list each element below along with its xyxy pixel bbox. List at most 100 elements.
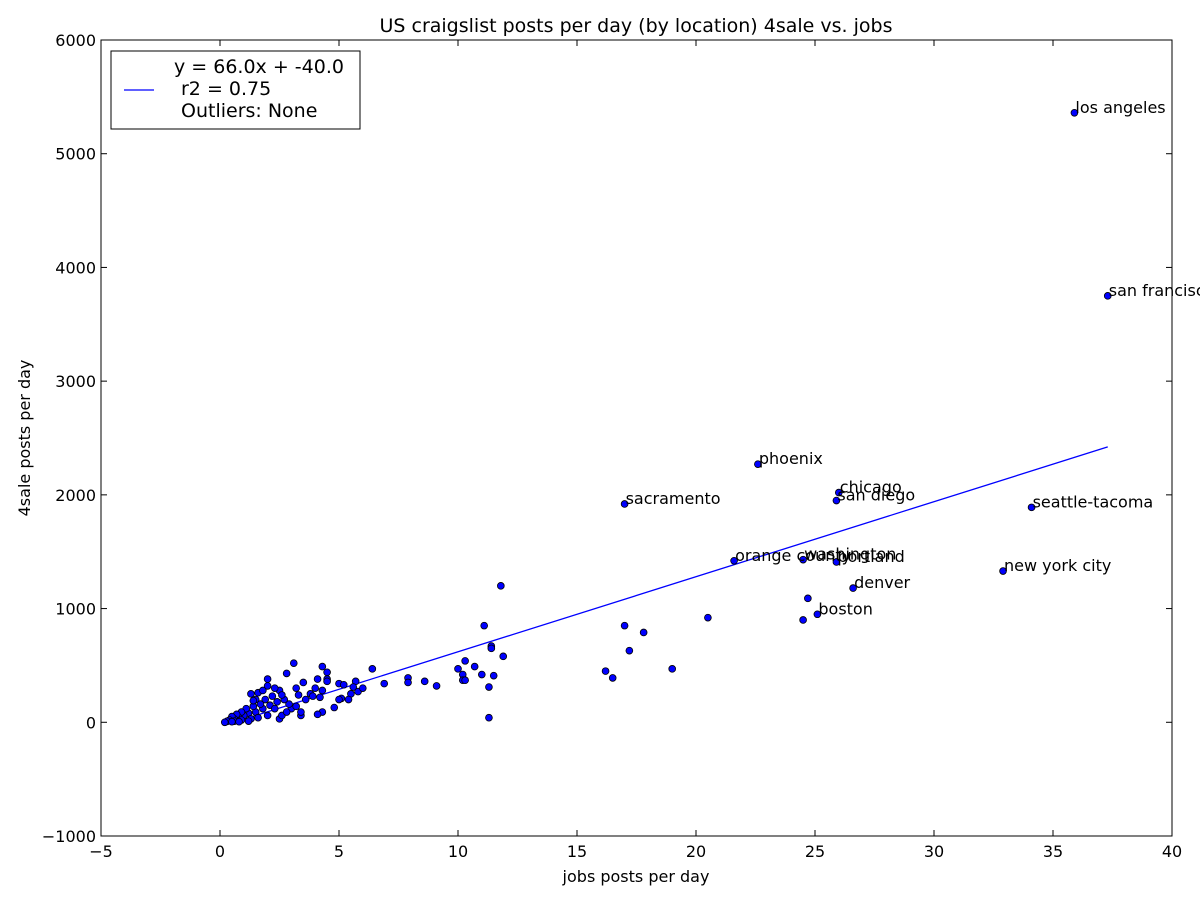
- x-tick-label: 35: [1043, 842, 1063, 861]
- data-point: [261, 695, 270, 704]
- data-point: [620, 621, 629, 630]
- data-point: [323, 677, 331, 686]
- point-label: washington: [804, 545, 896, 564]
- data-point: [299, 678, 308, 687]
- x-tick-label: 10: [448, 842, 468, 861]
- labeled-data-point: [832, 558, 841, 566]
- labeled-data-point: [1070, 108, 1079, 117]
- data-point: [289, 659, 298, 667]
- data-point: [485, 683, 493, 691]
- data-point: [263, 675, 272, 683]
- y-tick-label: −1000: [42, 827, 96, 846]
- data-point: [297, 708, 305, 716]
- data-point: [485, 713, 493, 722]
- x-tick-label: 20: [686, 842, 706, 861]
- y-tick-label: 2000: [55, 486, 96, 505]
- data-point: [454, 665, 462, 673]
- data-point: [285, 700, 293, 708]
- axis-ticks: −5 0 5 10 15 20 25 30 35 40 −1000 0 1000 2000 3000 4000…: [42, 31, 1182, 861]
- x-axis-label: jobs posts per day: [562, 867, 710, 886]
- data-point: [344, 695, 353, 704]
- data-point: [268, 692, 277, 700]
- y-tick-label: 6000: [55, 31, 96, 50]
- data-point: [270, 704, 279, 713]
- data-point: [313, 710, 322, 719]
- point-label: san francisco: [1109, 281, 1200, 300]
- data-point: [309, 692, 317, 700]
- data-point: [263, 682, 272, 690]
- labeled-data-point: [834, 488, 843, 497]
- data-layer: [220, 108, 1112, 727]
- plot-frame: [100, 39, 1173, 837]
- point-label: seattle-tacoma: [1033, 492, 1154, 511]
- data-point: [470, 662, 479, 671]
- data-point: [301, 695, 310, 704]
- data-point: [256, 700, 265, 708]
- data-point: [259, 686, 267, 695]
- data-point: [294, 691, 303, 699]
- data-point: [278, 691, 286, 699]
- x-tick-label: 0: [215, 842, 225, 861]
- data-point: [249, 696, 258, 705]
- labeled-data-point: [1103, 292, 1112, 300]
- y-tick-label: 3000: [55, 372, 96, 391]
- labeled-data-point: [754, 460, 762, 468]
- labeled-data-point: [730, 557, 738, 565]
- labeled-data-point: [849, 584, 857, 592]
- point-label: orange county: [735, 546, 851, 565]
- point-label: new york city: [1004, 556, 1111, 575]
- labeled-data-point: [1027, 503, 1036, 512]
- data-point: [282, 708, 291, 716]
- data-point: [404, 678, 412, 687]
- data-point: [273, 698, 281, 706]
- point-label: denver: [854, 573, 910, 592]
- data-point: [292, 684, 300, 692]
- data-point: [318, 686, 327, 695]
- data-point: [804, 594, 812, 603]
- data-point: [270, 684, 279, 692]
- data-point: [799, 616, 807, 624]
- data-point: [282, 669, 291, 678]
- data-point: [318, 662, 327, 671]
- x-tick-label: 30: [924, 842, 944, 861]
- point-label: san diego: [837, 486, 915, 505]
- data-point: [235, 717, 243, 726]
- data-point: [254, 713, 262, 722]
- labeled-data-point: [832, 496, 841, 505]
- data-point: [461, 676, 469, 685]
- labeled-data-point: [999, 567, 1007, 575]
- data-point: [263, 711, 272, 720]
- y-tick-label: 1000: [55, 600, 96, 619]
- data-point: [335, 695, 343, 704]
- data-point: [292, 702, 300, 711]
- labeled-data-point: [620, 500, 629, 508]
- data-point: [420, 677, 429, 686]
- data-point: [380, 679, 389, 688]
- y-tick-label: 5000: [55, 145, 96, 164]
- legend-equation: y = 66.0x + -40.0: [174, 56, 344, 78]
- data-point: [313, 675, 322, 683]
- point-label: chicago: [840, 478, 902, 497]
- data-point: [330, 703, 339, 712]
- data-point: [311, 684, 320, 692]
- regression-line: [224, 446, 1108, 726]
- data-point: [704, 613, 712, 622]
- data-point: [497, 582, 505, 590]
- data-point: [668, 665, 676, 673]
- x-tick-label: 40: [1162, 842, 1182, 861]
- data-point: [228, 717, 236, 726]
- data-point: [339, 680, 348, 689]
- point-label: phoenix: [759, 449, 823, 468]
- x-tick-label: −5: [89, 842, 113, 861]
- data-point: [220, 718, 229, 727]
- labeled-data-point: [799, 555, 807, 564]
- data-point: [639, 628, 648, 637]
- point-label: boston: [818, 599, 872, 618]
- data-point: [349, 683, 358, 691]
- point-label: sacramento: [626, 489, 721, 508]
- data-point: [316, 693, 324, 702]
